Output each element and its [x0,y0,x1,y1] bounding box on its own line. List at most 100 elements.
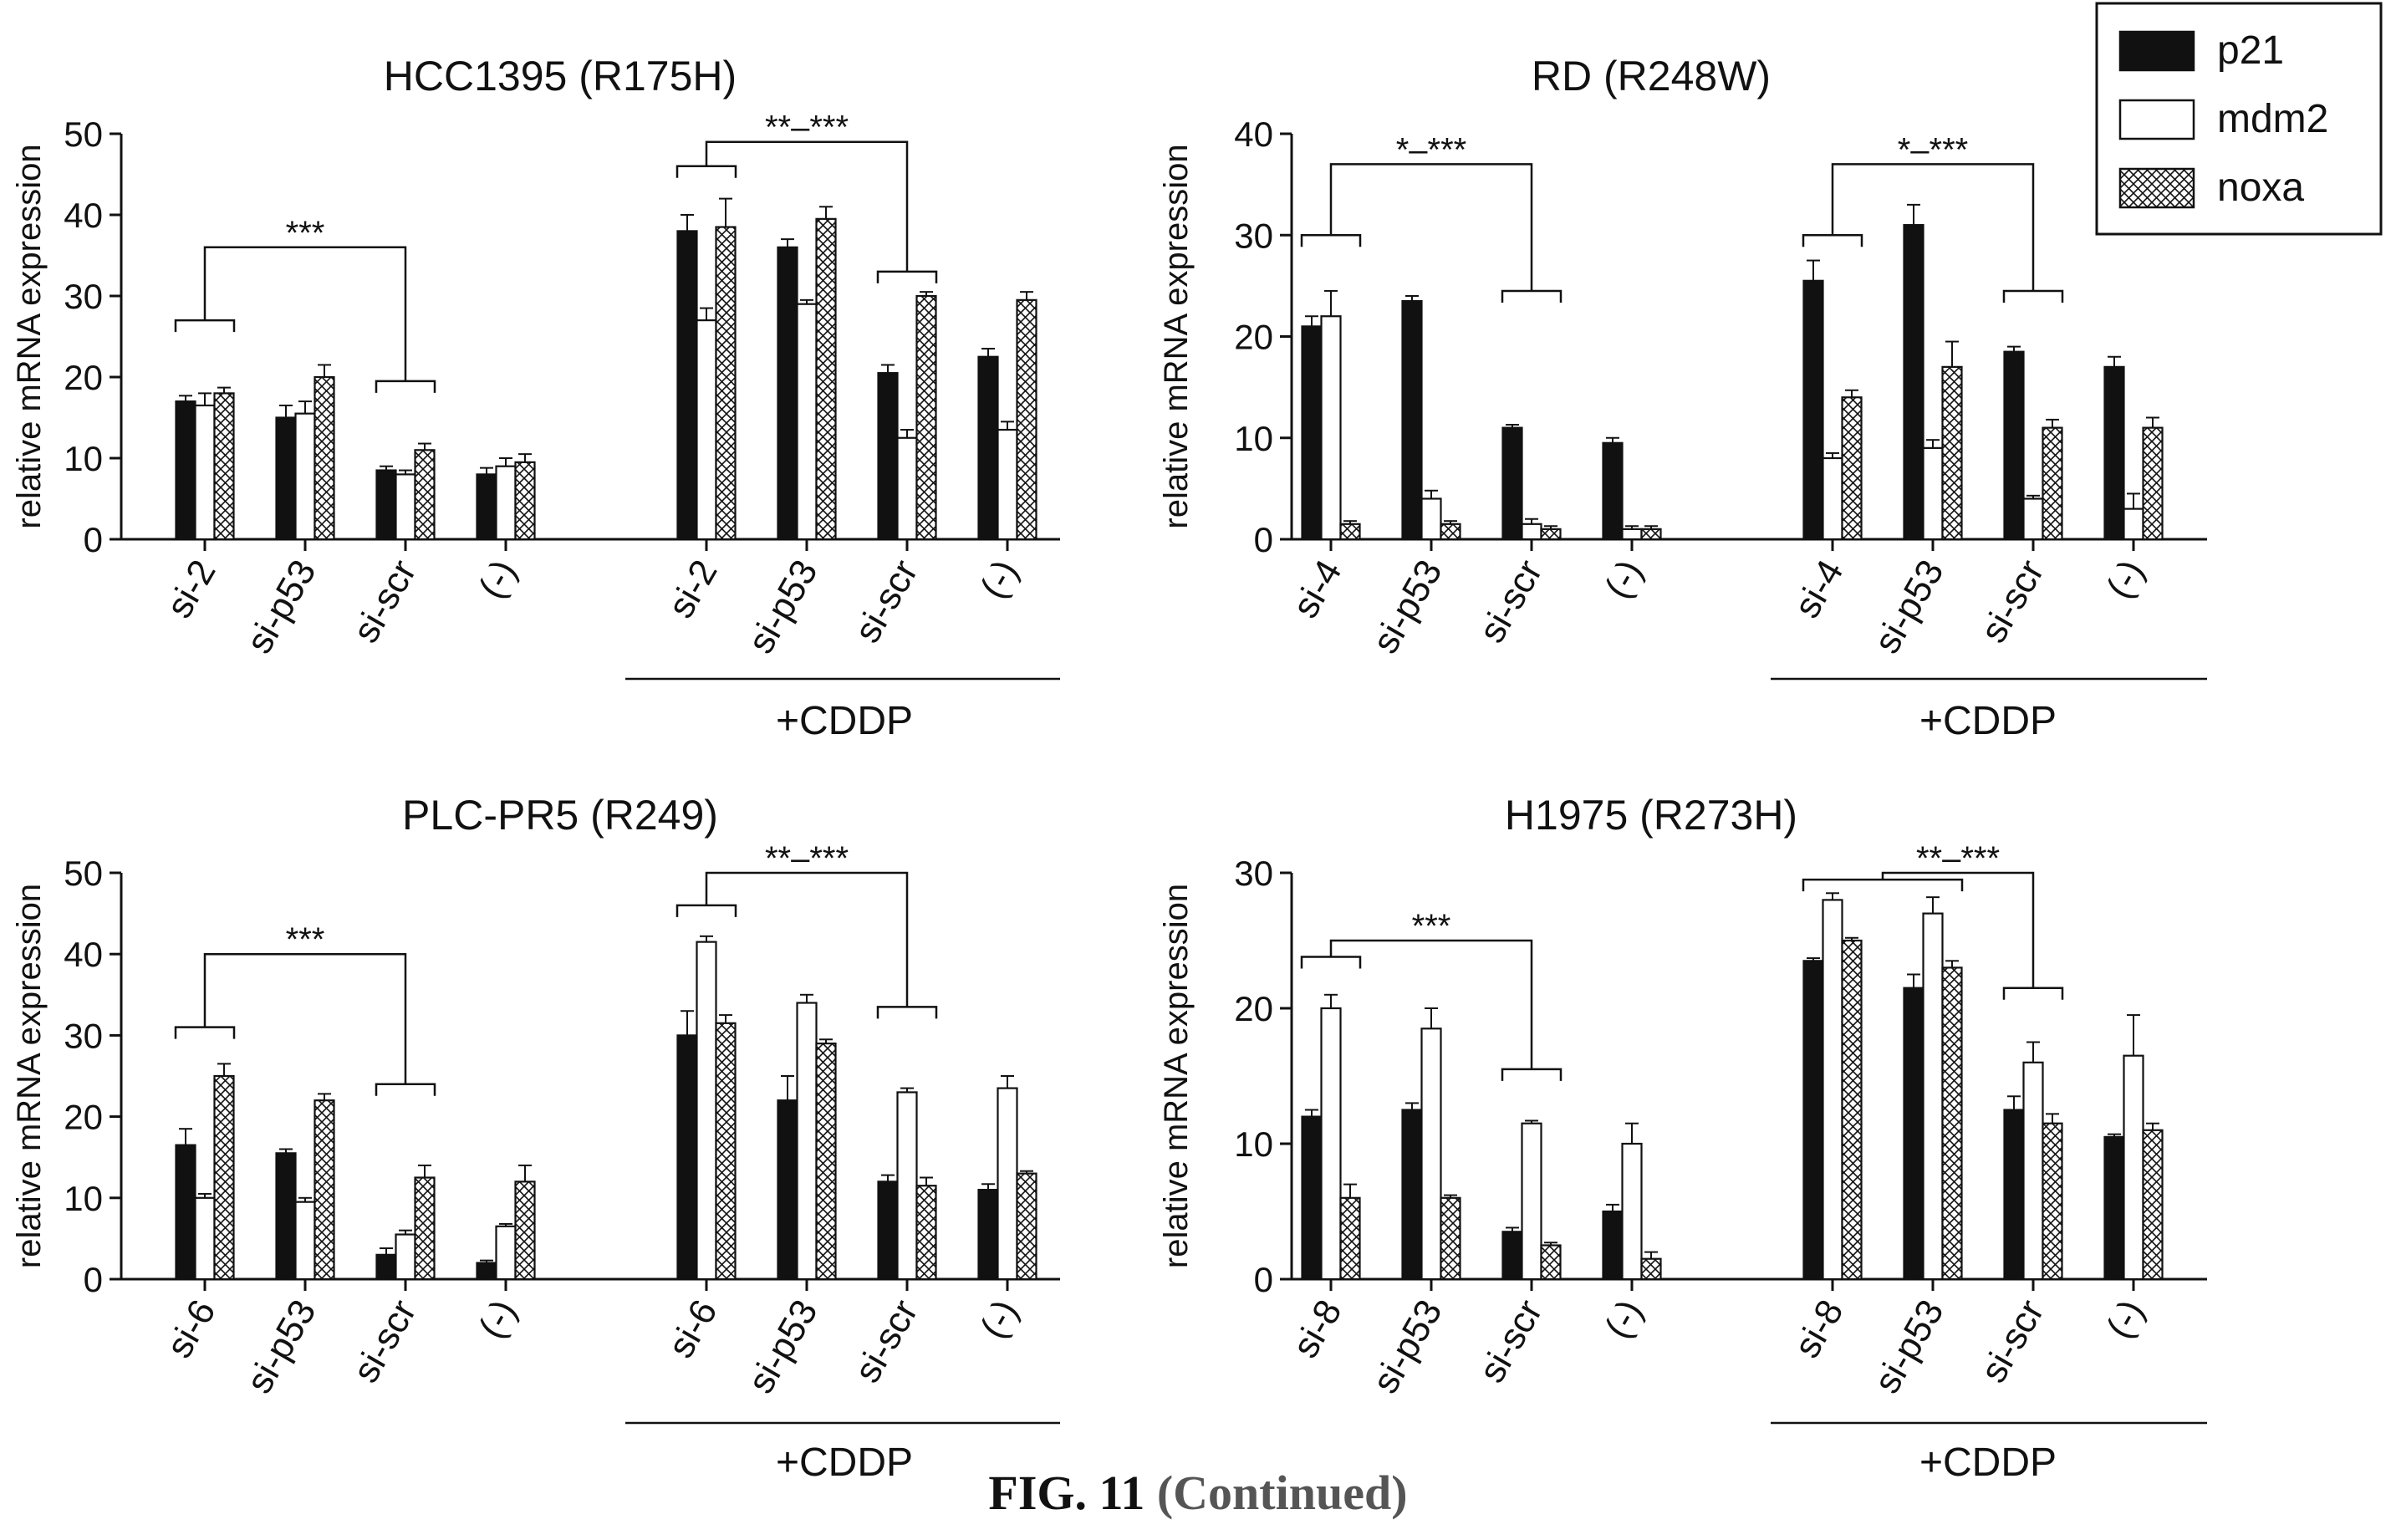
y-tick-label: 0 [1254,1260,1273,1299]
bar-p21 [777,1099,798,1281]
bar-mdm2 [997,428,1018,541]
bar-mdm2 [294,412,316,541]
bar-p21 [777,246,798,541]
bar-p21 [1602,1210,1624,1281]
bar-noxa [915,294,937,541]
bar-noxa [314,1099,335,1281]
bar-noxa [1941,365,1963,541]
bar-noxa [1339,1196,1361,1281]
y-tick-label: 10 [1234,419,1273,458]
legend-swatch-mdm2 [2118,99,2195,140]
bar-p21 [1903,224,1924,541]
chart-panel-4: H1975 (R273H) relative mRNA expression 0 10… [1158,792,2207,1485]
bar-mdm2 [1922,446,1944,541]
y-axis-label: relative mRNA expression [11,144,48,528]
y-tick-label: 20 [1234,989,1273,1028]
bar-mdm2 [1320,315,1342,541]
x-tick-label: si-p53 [1364,553,1450,660]
bar-p21 [1401,299,1423,541]
x-tick-label: si-p53 [740,1293,825,1400]
x-tick-label: si-2 [660,553,726,625]
bar-p21 [175,400,196,541]
significance-bracket [1300,939,1562,1081]
x-tick-label: si-8 [1285,1293,1350,1365]
bar-mdm2 [1521,523,1542,541]
significance-label: *–*** [1898,131,1969,168]
bar-p21 [2103,1135,2125,1281]
y-axis-label: relative mRNA expression [1158,144,1195,528]
x-tick-label: si-scr [1973,553,2052,650]
bar-noxa [1841,939,1863,1281]
y-tick-label: 10 [64,1179,103,1218]
chart-panel-2: RD (R248W) relative mRNA expression 0 10 20 3… [1158,53,2207,743]
legend: p21 mdm2 noxa [2095,2,2383,236]
bar-noxa [514,1180,536,1281]
x-tick-label: (-) [1597,1293,1650,1346]
significance-label: *** [286,215,325,252]
bar-noxa [815,217,837,541]
bar-mdm2 [2123,507,2144,541]
bar-mdm2 [194,1196,216,1281]
bar-noxa [314,375,335,541]
bar-noxa [1640,528,1662,541]
x-tick-label: si-p53 [238,553,324,660]
bar-p21 [175,1144,196,1281]
bar-p21 [1401,1109,1423,1281]
x-tick-label: si-4 [1787,553,1852,625]
bar-p21 [375,469,397,541]
chart-title: HCC1395 (R175H) [384,53,737,99]
significance-label: **–*** [765,840,849,877]
significance-label: *** [286,921,325,958]
chart-panel-1: HCC1395 (R175H) relative mRNA expression 0… [11,53,1060,743]
y-tick-label: 10 [1234,1124,1273,1164]
bar-mdm2 [1822,899,1843,1281]
group-label: +CDDP [1919,699,2057,743]
bar-noxa [715,226,737,541]
group-label: +CDDP [1919,1441,2057,1485]
y-tick-label: 30 [64,277,103,316]
bar-p21 [1802,960,1824,1281]
bar-noxa [414,449,436,541]
x-tick-label: si-p53 [740,553,825,660]
bar-p21 [1602,441,1624,541]
bar-mdm2 [194,404,216,541]
bar-noxa [815,1043,837,1281]
bar-noxa [514,461,536,541]
legend-swatch-noxa [2118,167,2195,209]
bar-noxa [715,1022,737,1281]
bar-mdm2 [896,436,918,541]
bar-mdm2 [696,319,717,541]
bar-mdm2 [696,941,717,1281]
bar-mdm2 [1822,456,1843,541]
bar-noxa [1016,298,1037,541]
x-tick-label: si-4 [1285,553,1350,625]
significance-label: *** [1412,908,1451,945]
significance-bracket [1802,163,2064,303]
x-tick-label: (-) [2098,553,2152,606]
bar-mdm2 [1621,528,1643,541]
bar-p21 [375,1253,397,1281]
bar-mdm2 [1621,1142,1643,1281]
bar-noxa [1339,523,1361,541]
bar-mdm2 [294,1201,316,1281]
bar-mdm2 [395,1233,416,1281]
bar-noxa [2042,1122,2063,1281]
y-axis-label: relative mRNA expression [11,884,48,1268]
significance-bracket [174,246,436,393]
bar-noxa [1440,523,1461,541]
x-tick-label: si-scr [345,1293,425,1390]
significance-bracket [1300,163,1562,303]
bar-mdm2 [896,1091,918,1281]
bar-mdm2 [495,1225,517,1281]
chart-panel-3: PLC-PR5 (R249) relative mRNA expression 0 1… [11,792,1060,1485]
y-tick-label: 50 [64,115,103,154]
x-tick-label: si-2 [159,553,224,625]
chart-title: PLC-PR5 (R249) [402,792,718,839]
bar-p21 [476,473,497,541]
significance-bracket [675,140,938,283]
x-tick-label: si-scr [345,553,425,650]
y-tick-label: 20 [64,358,103,397]
y-axis-label: relative mRNA expression [1158,884,1195,1268]
y-tick-label: 50 [64,854,103,893]
bar-p21 [476,1262,497,1281]
